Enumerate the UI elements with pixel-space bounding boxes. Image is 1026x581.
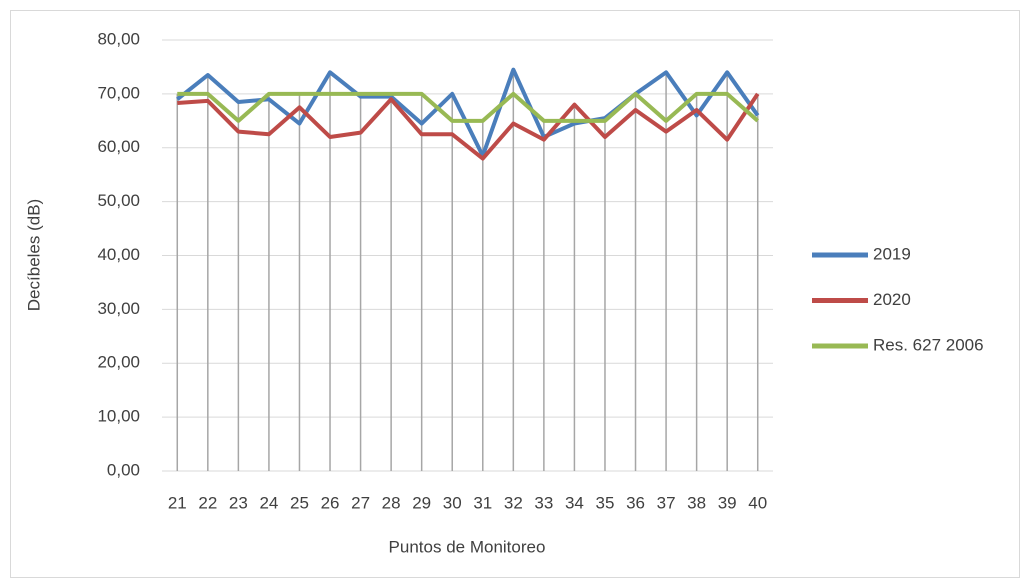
x-tick-label: 27	[351, 493, 370, 512]
x-tick-label: 36	[626, 493, 645, 512]
chart-border	[10, 10, 1020, 578]
x-tick-label: 28	[382, 493, 401, 512]
y-tick-label: 10,00	[97, 407, 140, 426]
x-tick-label: 22	[198, 493, 217, 512]
x-tick-label: 24	[259, 493, 278, 512]
y-tick-label: 30,00	[97, 299, 140, 318]
x-tick-label: 35	[596, 493, 615, 512]
y-tick-label: 50,00	[97, 191, 140, 210]
x-axis-title: Puntos de Monitoreo	[389, 537, 546, 556]
series-line	[177, 91, 760, 123]
x-tick-label: 38	[687, 493, 706, 512]
legend-label: 2019	[873, 244, 911, 263]
x-tick-label: 33	[534, 493, 553, 512]
y-tick-label: 60,00	[97, 137, 140, 156]
y-tick-label: 0,00	[107, 460, 140, 479]
y-tick-label: 80,00	[97, 29, 140, 48]
x-tick-label: 30	[443, 493, 462, 512]
x-tick-label: 26	[321, 493, 340, 512]
x-tick-label: 40	[748, 493, 767, 512]
legend-label: Res. 627 2006	[873, 335, 984, 354]
x-tick-label: 34	[565, 493, 584, 512]
series-line	[176, 67, 760, 158]
x-tick-label: 37	[657, 493, 676, 512]
x-tick-label: 39	[718, 493, 737, 512]
x-tick-label: 31	[473, 493, 492, 512]
y-tick-label: 70,00	[97, 83, 140, 102]
x-tick-label: 29	[412, 493, 431, 512]
x-tick-label: 23	[229, 493, 248, 512]
y-tick-label: 40,00	[97, 245, 140, 264]
x-tick-label: 25	[290, 493, 309, 512]
series-line	[177, 92, 760, 161]
y-axis-title: Decíbeles (dB)	[24, 199, 43, 311]
y-tick-label: 20,00	[97, 353, 140, 372]
x-tick-label: 21	[168, 493, 187, 512]
x-tick-label: 32	[504, 493, 523, 512]
legend-label: 2020	[873, 290, 911, 309]
